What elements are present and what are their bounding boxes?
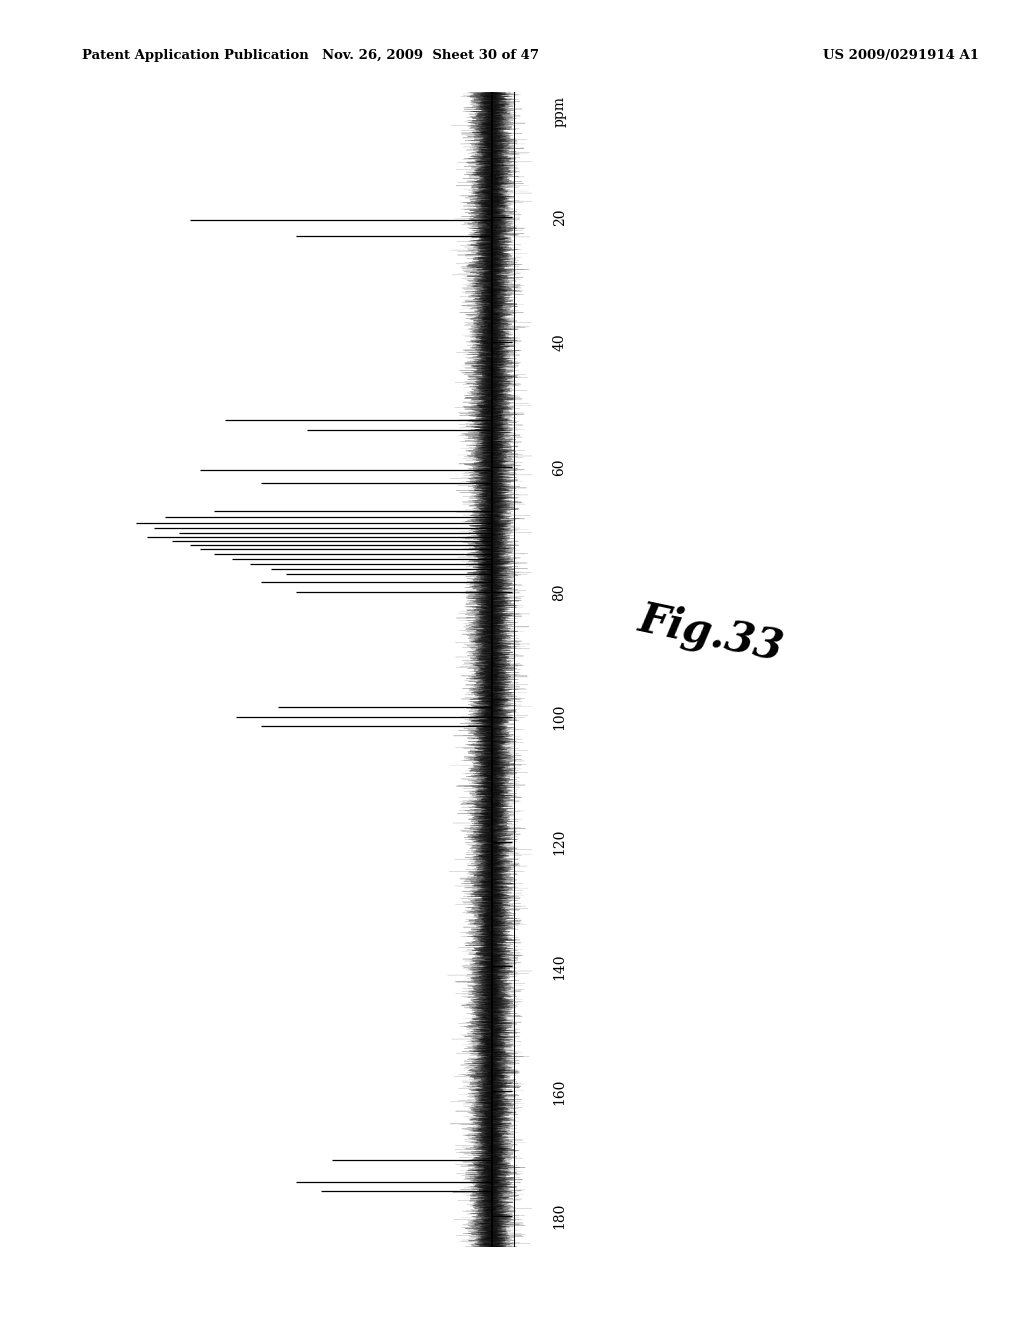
Text: Patent Application Publication: Patent Application Publication <box>82 49 308 62</box>
Text: Nov. 26, 2009  Sheet 30 of 47: Nov. 26, 2009 Sheet 30 of 47 <box>322 49 539 62</box>
Text: ppm: ppm <box>553 95 566 127</box>
Text: 20: 20 <box>553 209 566 226</box>
Text: 140: 140 <box>553 953 566 979</box>
Text: 160: 160 <box>553 1078 566 1105</box>
Text: US 2009/0291914 A1: US 2009/0291914 A1 <box>823 49 979 62</box>
Text: 60: 60 <box>553 458 566 475</box>
Text: 40: 40 <box>553 334 566 351</box>
Text: 80: 80 <box>553 583 566 601</box>
Text: 120: 120 <box>553 829 566 855</box>
Text: Fig.33: Fig.33 <box>635 598 787 669</box>
Text: 100: 100 <box>553 704 566 730</box>
Text: 180: 180 <box>553 1203 566 1229</box>
